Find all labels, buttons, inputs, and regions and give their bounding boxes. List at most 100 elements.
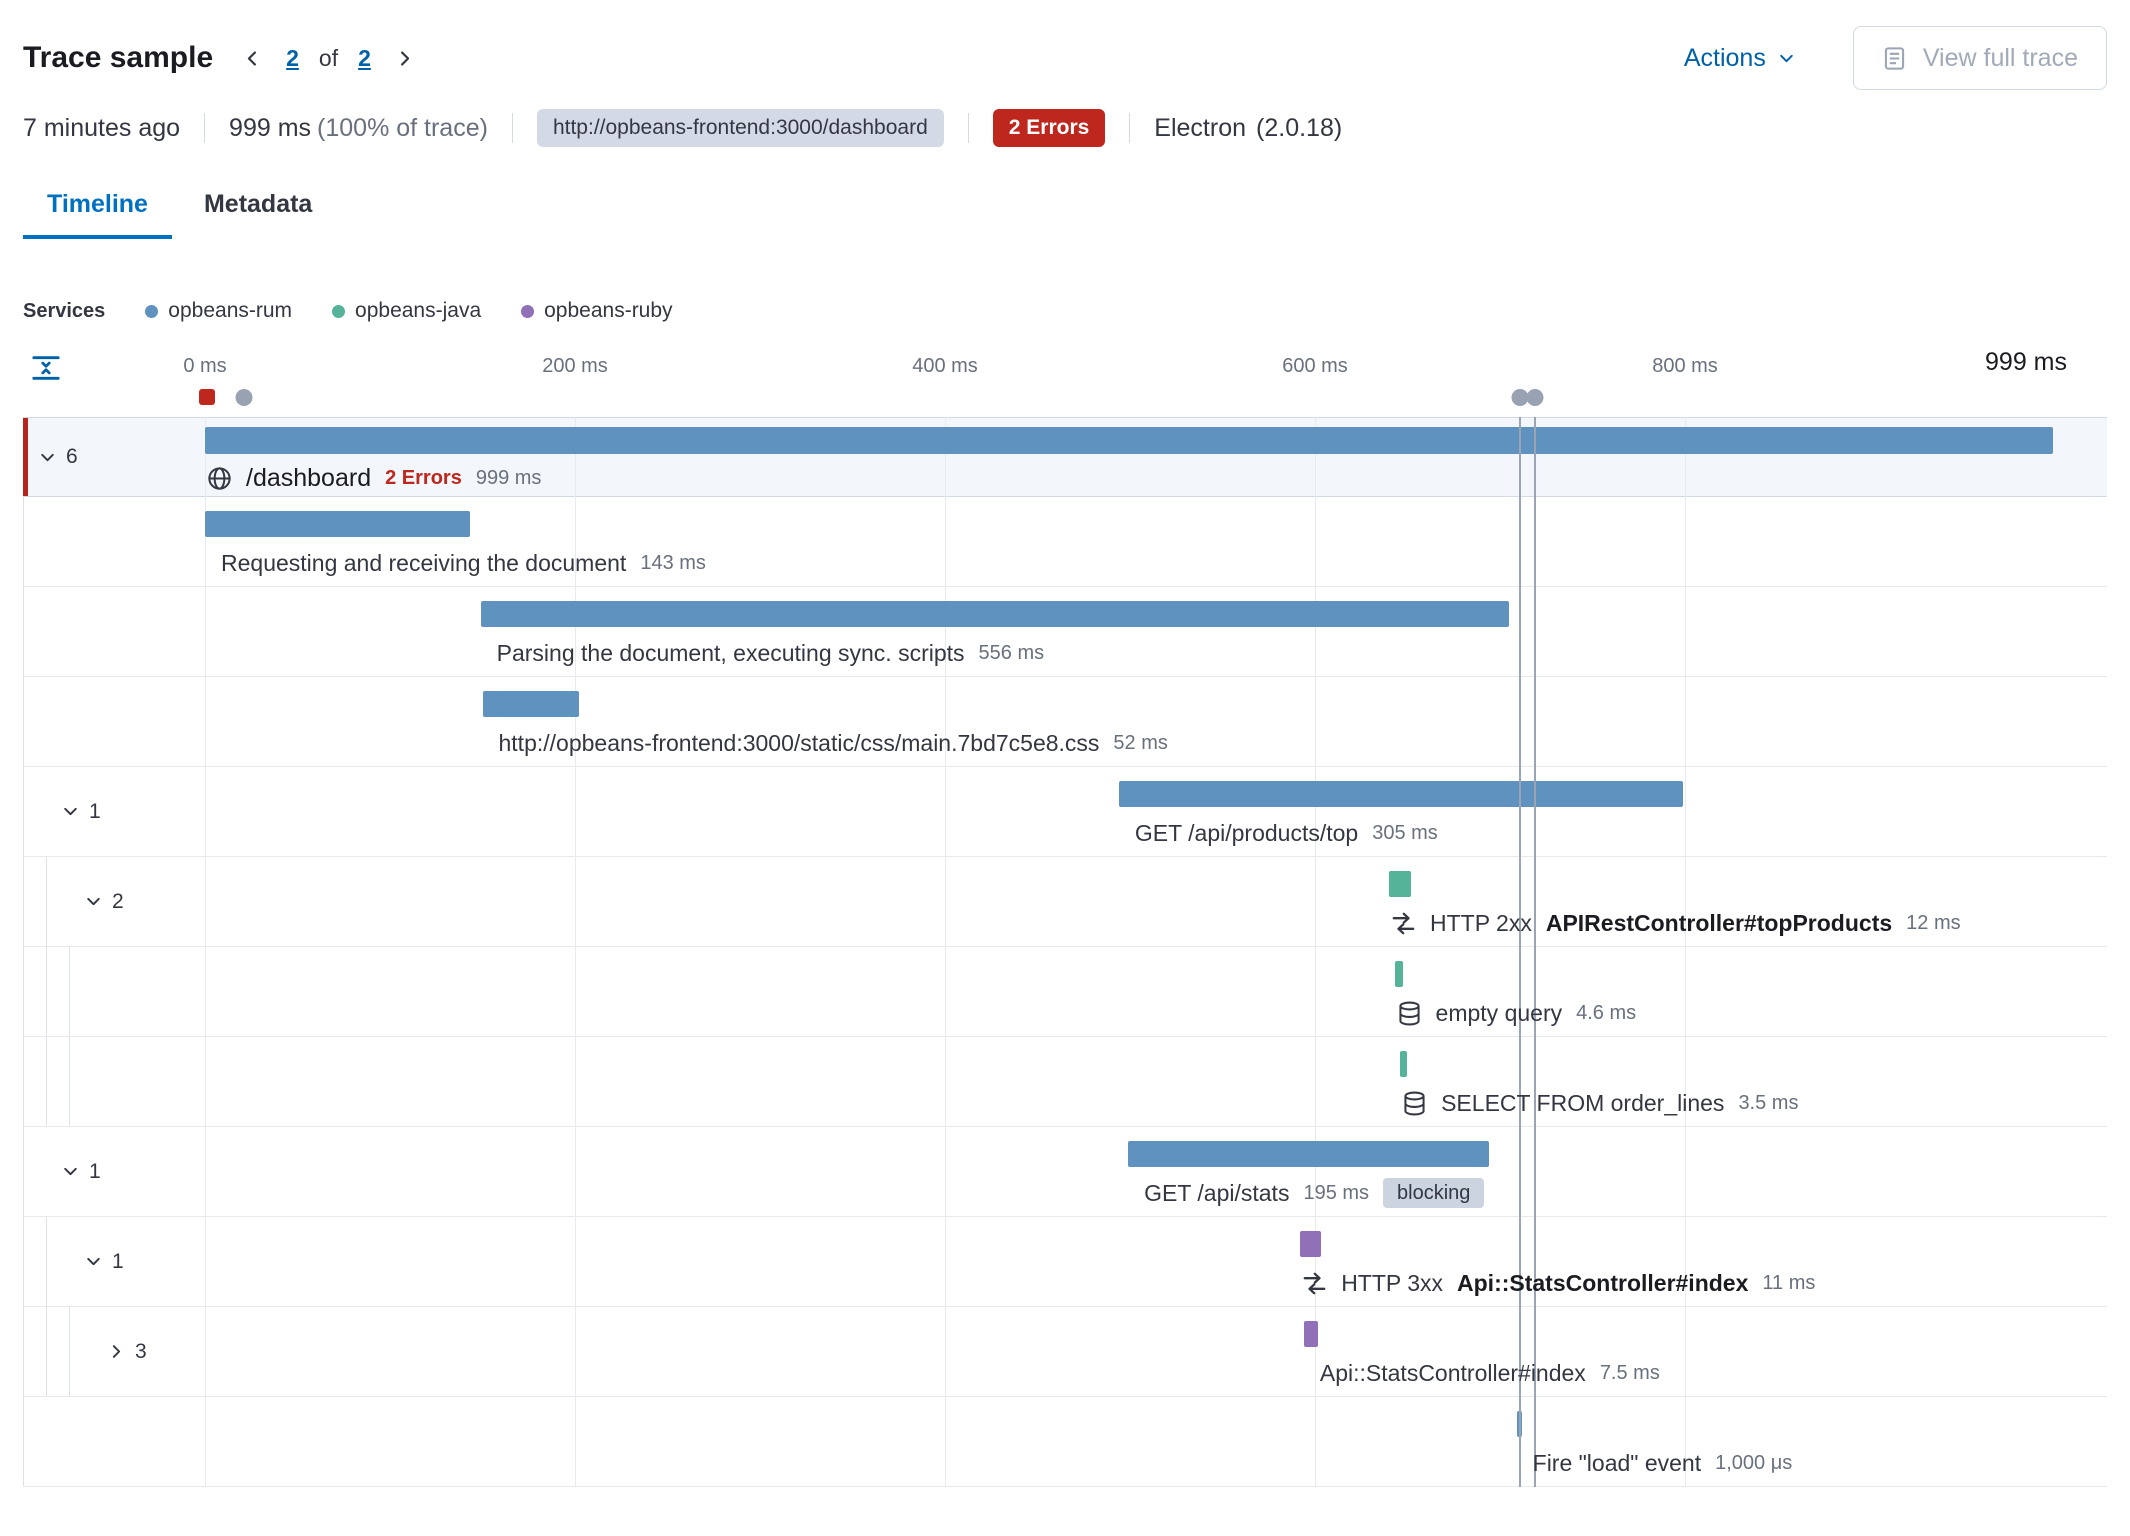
depth-guide xyxy=(69,1037,70,1126)
next-trace-button[interactable] xyxy=(391,45,418,72)
view-full-trace-button[interactable]: View full trace xyxy=(1852,26,2107,90)
depth-guide xyxy=(46,857,47,946)
accordion-toggle[interactable]: 1 xyxy=(62,1160,101,1184)
prev-trace-button[interactable] xyxy=(239,45,266,72)
depth-guide xyxy=(23,587,24,676)
depth-guide xyxy=(23,497,24,586)
trace-sample-panel: Trace sample 2 of 2 Actions View full tr… xyxy=(0,26,2130,1487)
accordion-toggle[interactable]: 6 xyxy=(39,445,78,469)
summary-divider xyxy=(204,113,206,143)
waterfall-row[interactable]: 6/dashboard 2 Errors 999 ms xyxy=(23,417,2107,497)
gridline xyxy=(1685,417,1686,1487)
summary-divider xyxy=(1129,113,1131,143)
trace-document-icon xyxy=(1882,46,1907,71)
span-name: Api::StatsController#index xyxy=(1457,1269,1749,1296)
axis-tick-label: 200 ms xyxy=(542,355,608,377)
depth-guide xyxy=(46,1307,47,1396)
span-bar[interactable] xyxy=(1394,961,1404,987)
span-bar[interactable] xyxy=(1128,1141,1489,1167)
error-mark[interactable] xyxy=(198,389,215,405)
gridline xyxy=(945,417,946,1487)
duration-label: 4.6 ms xyxy=(1576,1001,1637,1024)
axis-tick-label: 400 ms xyxy=(912,355,978,377)
tab-timeline[interactable]: Timeline xyxy=(23,176,172,239)
waterfall-row[interactable]: Fire "load" event 1,000 μs xyxy=(23,1397,2107,1487)
span-bar[interactable] xyxy=(205,511,470,537)
span-label: HTTP 3xx Api::StatsController#index 11 ms xyxy=(1302,1267,1815,1299)
waterfall-row[interactable]: empty query 4.6 ms xyxy=(23,947,2107,1037)
waterfall-row[interactable]: http://opbeans-frontend:3000/static/css/… xyxy=(23,677,2107,767)
waterfall-row[interactable]: 1 HTTP 3xx Api::StatsController#index 11 ms xyxy=(23,1217,2107,1307)
span-bar[interactable] xyxy=(1389,871,1412,897)
pager-current-link[interactable]: 2 xyxy=(286,44,299,71)
collapse-timeline-button[interactable] xyxy=(29,351,63,385)
span-name: GET /api/products/top xyxy=(1134,819,1359,846)
depth-guide xyxy=(23,1307,24,1396)
accordion-toggle[interactable]: 2 xyxy=(85,890,124,914)
page-title: Trace sample xyxy=(23,41,214,74)
chevron-down-icon xyxy=(87,1257,100,1266)
accordion-toggle[interactable]: 1 xyxy=(62,800,101,824)
view-full-trace-label: View full trace xyxy=(1922,43,2078,72)
span-name: /dashboard xyxy=(246,463,372,492)
agent-mark[interactable] xyxy=(235,389,253,406)
agent-info: Electron (2.0.18) xyxy=(1154,114,1342,143)
service-name: opbeans-java xyxy=(355,299,482,322)
service-legend: Services opbeans-rum opbeans-java opbeans-… xyxy=(23,299,2107,323)
span-bar[interactable] xyxy=(480,601,1510,627)
trace-duration: 999 ms xyxy=(229,113,312,142)
duration-label: 195 ms xyxy=(1303,1181,1370,1204)
depth-guide xyxy=(23,857,24,946)
tab-metadata[interactable]: Metadata xyxy=(203,190,313,218)
axis-tick-label: 600 ms xyxy=(1282,355,1348,377)
agent-version: (2.0.18) xyxy=(1256,113,1343,142)
span-name: empty query xyxy=(1435,999,1563,1026)
service-color-dot xyxy=(145,304,159,318)
waterfall-row[interactable]: 1 GET /api/stats 195 ms blocking xyxy=(23,1127,2107,1217)
waterfall-row[interactable]: SELECT FROM order_lines 3.5 ms xyxy=(23,1037,2107,1127)
depth-guide xyxy=(23,677,24,766)
accordion-toggle[interactable]: 1 xyxy=(85,1250,124,1274)
span-label: Parsing the document, executing sync. sc… xyxy=(497,637,1045,669)
span-bar[interactable] xyxy=(205,427,2054,454)
waterfall-row[interactable]: Requesting and receiving the document 143… xyxy=(23,497,2107,587)
span-label: Requesting and receiving the document 143… xyxy=(221,547,706,579)
agent-mark[interactable] xyxy=(1526,389,1544,406)
span-name: SELECT FROM order_lines xyxy=(1441,1089,1725,1116)
span-name: Fire "load" event xyxy=(1532,1449,1702,1476)
child-count: 1 xyxy=(89,799,101,823)
trace-summary: 7 minutes ago 999 ms (100% of trace) http… xyxy=(23,104,2107,152)
span-bar[interactable] xyxy=(1303,1321,1318,1347)
waterfall-row[interactable]: 2 HTTP 2xx APIRestController#topProducts 12… xyxy=(23,857,2107,947)
depth-guide xyxy=(23,1037,24,1126)
axis-end-label: 999 ms xyxy=(1985,348,2067,376)
span-bar[interactable] xyxy=(1400,1051,1407,1077)
waterfall-row[interactable]: Parsing the document, executing sync. sc… xyxy=(23,587,2107,677)
errors-badge[interactable]: 2 Errors xyxy=(992,109,1106,147)
span-label: /dashboard 2 Errors 999 ms xyxy=(207,462,541,494)
span-name: HTTP 3xx xyxy=(1341,1269,1444,1296)
child-count: 6 xyxy=(66,445,78,468)
pager-total-link[interactable]: 2 xyxy=(358,44,371,71)
service-color-dot xyxy=(332,304,346,318)
duration-label: 7.5 ms xyxy=(1599,1361,1660,1384)
waterfall-rows: 6/dashboard 2 Errors 999 ms Requesting and … xyxy=(23,417,2107,1487)
span-bar[interactable] xyxy=(482,691,579,717)
transaction-url-badge: http://opbeans-frontend:3000/dashboard xyxy=(536,109,944,147)
span-label: GET /api/products/top 305 ms xyxy=(1135,817,1438,849)
duration-label: 999 ms xyxy=(475,466,542,489)
span-name: http://opbeans-frontend:3000/static/css/… xyxy=(498,729,1100,756)
chevron-down-icon xyxy=(1780,54,1793,62)
accordion-toggle[interactable]: 3 xyxy=(108,1340,147,1364)
span-label: SELECT FROM order_lines 3.5 ms xyxy=(1402,1087,1798,1119)
waterfall-row[interactable]: 1 GET /api/products/top 305 ms xyxy=(23,767,2107,857)
span-bar[interactable] xyxy=(1300,1231,1321,1257)
legend-item: opbeans-ruby xyxy=(521,299,673,323)
span-bar[interactable] xyxy=(1118,781,1684,807)
agent-mark-line xyxy=(1534,417,1537,1487)
waterfall-row[interactable]: 3 Api::StatsController#index 7.5 ms xyxy=(23,1307,2107,1397)
span-bar[interactable] xyxy=(1516,1411,1522,1437)
actions-menu-button[interactable]: Actions xyxy=(1684,44,1795,73)
agent-mark[interactable] xyxy=(1511,389,1529,406)
database-icon xyxy=(1402,1091,1427,1116)
